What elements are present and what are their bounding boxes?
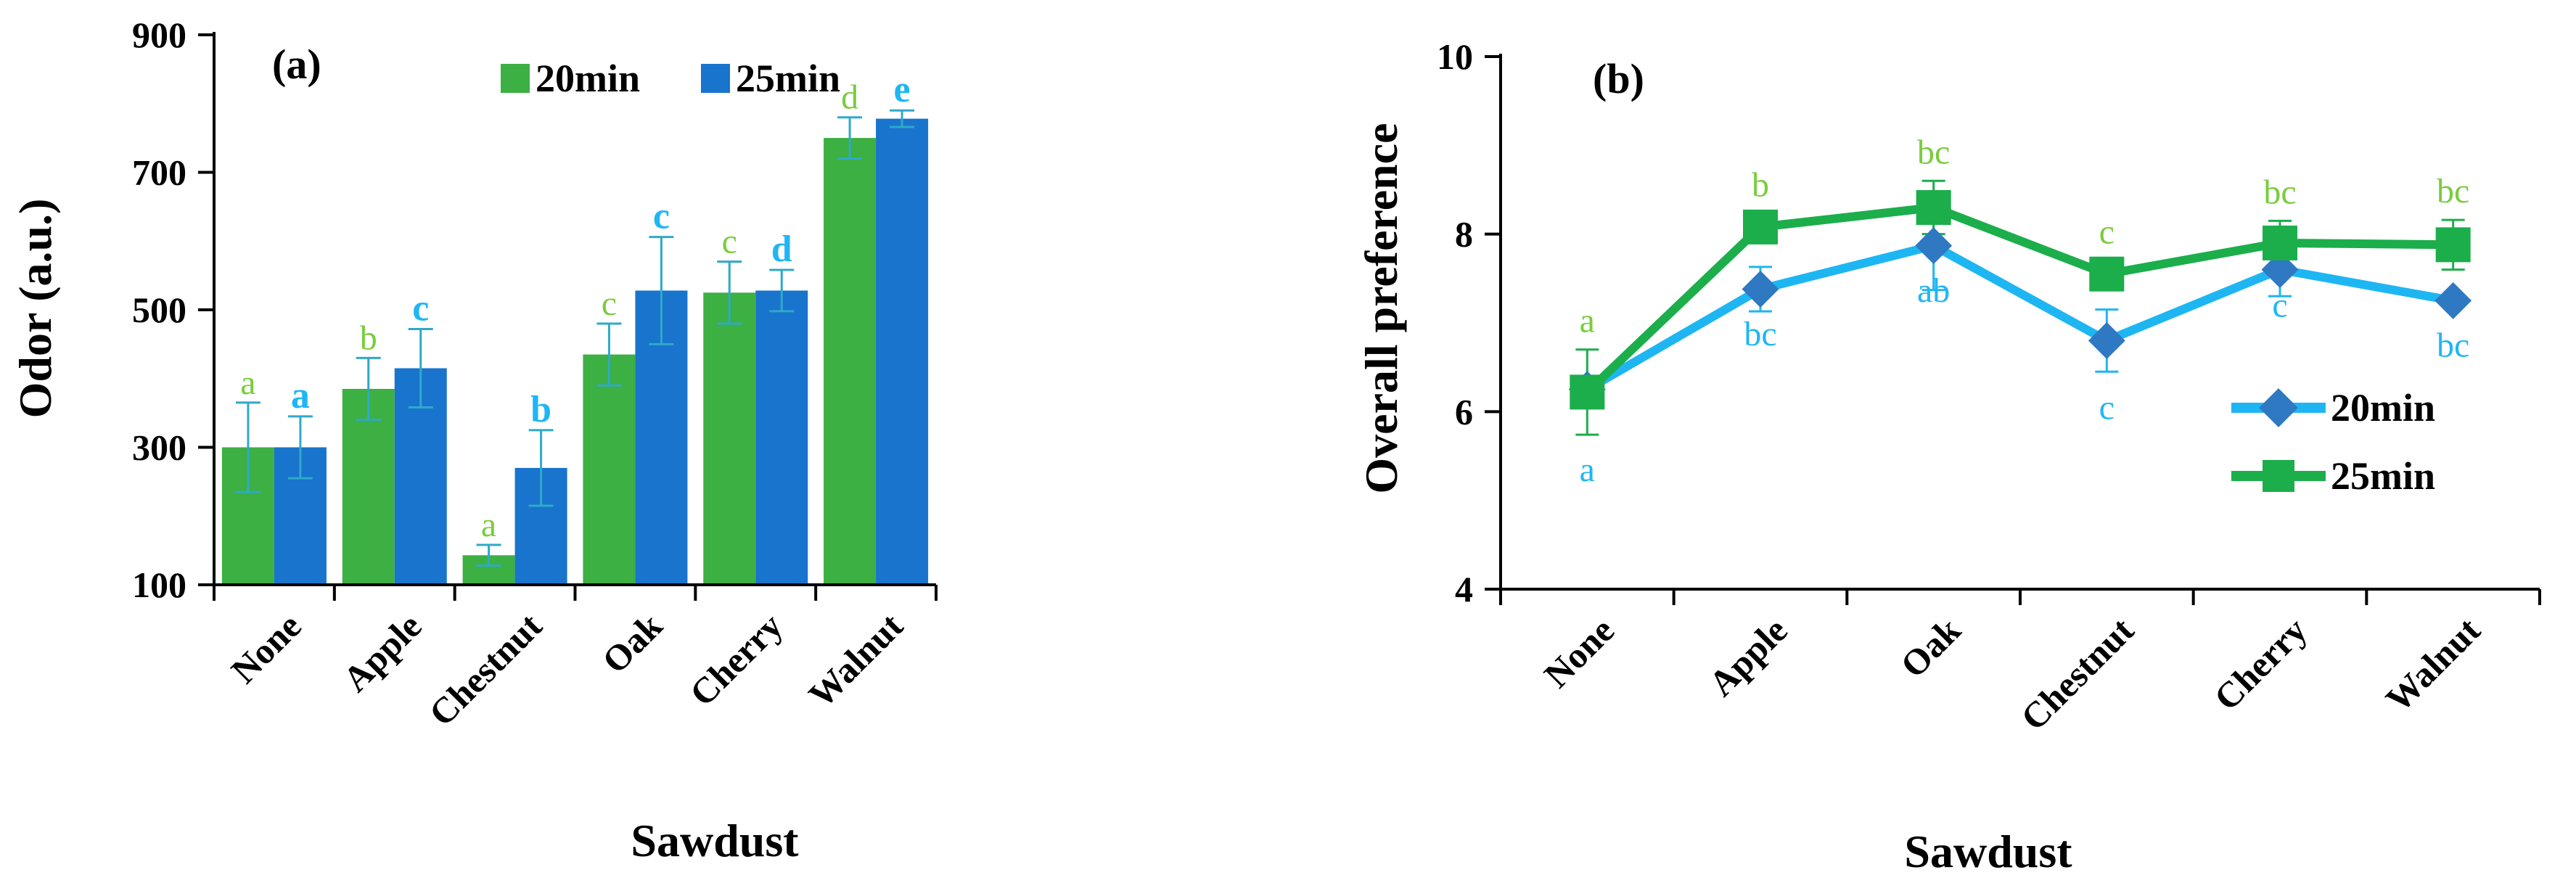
panel-b-significance-letter: b: [1752, 166, 1769, 205]
panel-a-x-tick-label: Walnut: [800, 605, 911, 715]
panel-b-line-20min: [1585, 241, 2454, 393]
panel-b-x-ticks: [1499, 589, 2541, 605]
panel-b-significance-letter: ab: [1917, 271, 1950, 310]
panel-b-y-tick-label: 10: [1437, 36, 1473, 77]
panel-a-significance-letter: d: [841, 78, 858, 117]
panel-b-marker-20min: [1915, 227, 1953, 265]
panel-b-marker-25min: [2435, 227, 2471, 263]
panel-b-marker-25min: [2263, 225, 2297, 260]
panel-b-significance-letter: a: [1580, 451, 1595, 489]
panel-b-significance-letter: a: [1580, 302, 1595, 340]
panel-a-y-tick-label: 300: [132, 427, 186, 468]
panel-b-y-tick-label: 8: [1455, 214, 1473, 255]
panel-a-bar-25min: [876, 118, 929, 586]
panel-a-y-ticks: 100 300 500 700 900: [132, 15, 214, 605]
panel-b-x-tick-label: None: [1536, 609, 1622, 695]
panel-b-legend-label-20min: 20min: [2331, 386, 2435, 430]
panel-a-y-tick-label: 900: [132, 15, 186, 55]
panel-a-bar-20min: [703, 292, 756, 585]
panel-a-legend-label-20min: 20min: [536, 57, 640, 100]
panel-b-y-axis-title: Overall preference: [1355, 123, 1407, 493]
panel-a-y-axis-title: Odor (a.u.): [9, 199, 61, 419]
panel-a-legend-swatch-20min: [501, 64, 530, 93]
panel-a-x-axis-title: Sawdust: [631, 815, 799, 866]
panel-b-line-25min: [1584, 202, 2453, 395]
panel-a-significance-letter: a: [240, 364, 255, 402]
panel-a-legend: 20min 25min: [501, 57, 840, 100]
panel-b-significance-letter: c: [2099, 388, 2114, 427]
panel-b-legend-marker-25min: [2263, 460, 2294, 492]
panel-a-y-tick-label: 100: [132, 564, 186, 605]
panel-a-significance-letter: c: [653, 196, 670, 237]
panel-b-y-tick-label: 6: [1455, 391, 1473, 432]
panel-a-x-tick-label: Cherry: [681, 605, 790, 714]
panel-b-x-tick-label: Walnut: [2378, 609, 2488, 720]
panel-a-bar-25min: [755, 290, 808, 585]
panel-a-bar-20min: [342, 388, 395, 585]
panel-b-legend-marker-20min: [2259, 388, 2298, 427]
panel-a-legend-swatch-25min: [701, 64, 730, 93]
panel-b-x-tick-label: Chestnut: [2013, 609, 2141, 738]
panel-b-x-tick-labels: None Apple Oak Chestnut Cherry Walnut: [1536, 609, 2488, 738]
panel-a-x-tick-label: Chestnut: [421, 605, 549, 734]
panel-a-significance-letter: c: [412, 288, 429, 329]
panel-b-significance-letter: bc: [1744, 315, 1776, 353]
panel-b-marker-20min: [2435, 282, 2472, 319]
panel-b-x-axis-title: Sawdust: [1904, 826, 2072, 877]
panel-a-significance-letter: a: [291, 375, 310, 416]
panel-a-x-tick-label: Apple: [335, 605, 430, 699]
panel-a-y-tick-label: 500: [132, 289, 186, 330]
panel-b-marker-20min: [1742, 271, 1779, 308]
panel-b-significance-letter: c: [2272, 287, 2287, 325]
panel-b-significance-letter: bc: [2263, 173, 2296, 211]
panel-b-label: (b): [1593, 55, 1644, 102]
panel-b-y-tick-label: 4: [1455, 569, 1473, 609]
panel-a-y-tick-label: 700: [132, 152, 186, 193]
panel-a-significance-letter: b: [360, 319, 377, 357]
panel-a-significance-letter: e: [894, 69, 911, 110]
panel-b-x-tick-label: Apple: [1701, 609, 1795, 704]
panel-a-significance-letter: a: [481, 506, 496, 544]
panel-b-y-ticks: 4 6 8 10: [1437, 36, 1501, 609]
panel-a-bars: [221, 118, 929, 586]
panel-a-label: (a): [272, 41, 321, 88]
panel-a-significance-letter: c: [602, 284, 617, 323]
panel-b-marker-25min: [2089, 256, 2125, 292]
panel-b-x-tick-label: Oak: [1892, 609, 1969, 686]
panel-b-significance-letter: c: [2099, 213, 2114, 251]
panel-b-marker-25min: [1570, 374, 1605, 410]
panel-b-series-lines: [1584, 202, 2454, 395]
panel-a-x-tick-label: None: [223, 605, 309, 691]
panel-a-error-bars: [235, 109, 915, 567]
panel-a-significance-letter: b: [530, 389, 551, 430]
panel-a-significance-letter: d: [771, 229, 792, 270]
panel-b-x-tick-label: Cherry: [2206, 609, 2315, 718]
panel-a-legend-label-25min: 25min: [736, 57, 840, 100]
panel-b-significance-letter: bc: [2437, 172, 2469, 210]
panel-b-marker-25min: [1916, 189, 1951, 225]
panel-b-significance-letter: bc: [1917, 133, 1950, 171]
panel-a-x-ticks: [213, 585, 938, 601]
panel-a-bar-20min: [824, 138, 877, 585]
panel-b-legend-label-25min: 25min: [2331, 454, 2435, 498]
panel-a-x-tick-label: Oak: [594, 605, 670, 681]
panel-a-bar-20min: [583, 354, 636, 585]
panel-a-significance-letter: c: [722, 223, 737, 261]
panel-b-markers: [1568, 189, 2472, 410]
panel-b-marker-25min: [1743, 209, 1778, 245]
panel-b-legend: 20min 25min: [2231, 386, 2435, 498]
panel-b-significance-letter: bc: [2437, 326, 2469, 365]
panel-b-marker-20min: [2088, 322, 2125, 359]
